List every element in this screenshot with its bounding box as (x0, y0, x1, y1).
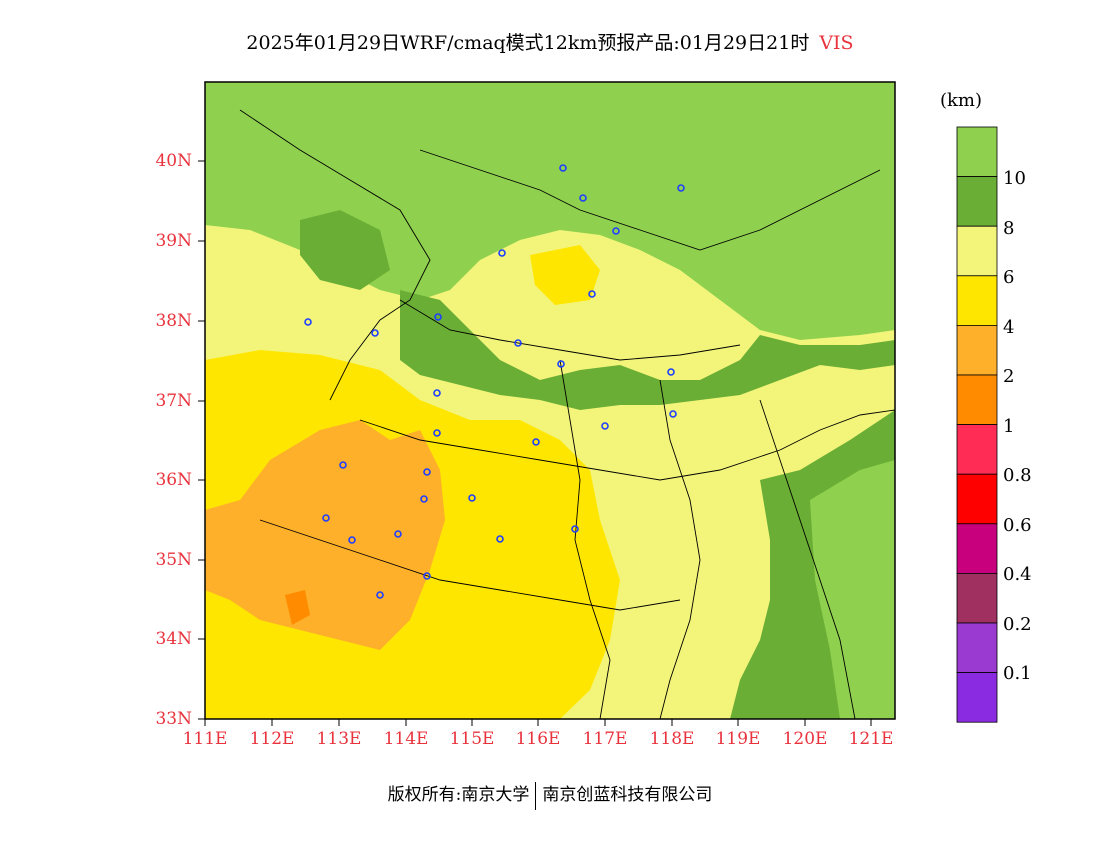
colorbar-unit: (km) (940, 90, 983, 111)
colorbar-label: 2 (1003, 366, 1015, 387)
colorbar-label: 10 (1003, 168, 1026, 189)
vis-2-4-region (205, 420, 445, 650)
colorbar-label: 0.8 (1003, 465, 1032, 486)
city-marker (669, 410, 677, 418)
colorbar-label: 0.6 (1003, 515, 1032, 536)
copyright-left: 版权所有:南京大学 (387, 785, 530, 805)
city-marker (371, 329, 379, 337)
lat-tick-label: 33N (155, 709, 192, 729)
axis-ticks (198, 160, 872, 726)
city-marker (667, 368, 675, 376)
city-marker (601, 422, 609, 430)
city-marker (433, 389, 441, 397)
colorbar-swatch (956, 424, 998, 475)
colorbar-label: 1 (1003, 416, 1015, 437)
vis-8-10-patch-west (300, 210, 390, 290)
lon-tick-label: 121E (848, 729, 894, 749)
lat-tick-label: 35N (155, 550, 192, 570)
lon-tick-label: 118E (649, 729, 695, 749)
colorbar-swatch (956, 126, 998, 177)
city-marker (423, 468, 431, 476)
colorbar-swatch (956, 473, 998, 525)
colorbar-swatch (956, 672, 998, 723)
colorbar-swatch (956, 374, 998, 425)
city-marker (557, 360, 565, 368)
title-variable: VIS (819, 32, 854, 54)
lat-tick-label: 36N (155, 470, 192, 490)
colorbar (956, 126, 998, 723)
lon-tick-label: 117E (582, 729, 628, 749)
city-marker (588, 290, 596, 298)
city-marker (420, 495, 428, 503)
colorbar-swatch (956, 523, 998, 574)
lon-tick-label: 119E (715, 729, 761, 749)
city-marker (559, 164, 567, 172)
map-title: 2025年01月29日WRF/cmaq模式12km预报产品:01月29日21时 V… (0, 28, 1100, 55)
lon-tick-label: 113E (316, 729, 362, 749)
city-marker (514, 339, 522, 347)
vis-4-6-patch-north (530, 245, 600, 305)
city-marker (423, 572, 431, 580)
map-field (205, 82, 895, 719)
colorbar-label: 4 (1003, 317, 1015, 338)
colorbar-label: 0.4 (1003, 564, 1032, 585)
city-marker (579, 194, 587, 202)
lat-tick-label: 38N (155, 311, 192, 331)
lat-tick-label: 37N (155, 391, 192, 411)
city-marker (468, 494, 476, 502)
city-marker (394, 530, 402, 538)
colorbar-label: 0.2 (1003, 614, 1032, 635)
lon-tick-label: 115E (449, 729, 495, 749)
lat-tick-label: 34N (155, 629, 192, 649)
lat-tick-label: 39N (155, 231, 192, 251)
vis-over-10-east (810, 460, 895, 719)
lon-tick-label: 114E (383, 729, 429, 749)
colorbar-swatch (956, 225, 998, 277)
colorbar-label: 8 (1003, 218, 1015, 239)
lon-tick-label: 116E (515, 729, 561, 749)
colorbar-swatch (956, 622, 998, 673)
vis-8-10-band (400, 290, 895, 410)
city-marker (339, 461, 347, 469)
colorbar-swatch (956, 176, 998, 227)
colorbar-swatch (956, 573, 998, 624)
city-marker (433, 429, 441, 437)
lon-tick-label: 111E (182, 729, 228, 749)
city-marker (532, 438, 540, 446)
city-marker (571, 525, 579, 533)
city-marker (612, 227, 620, 235)
colorbar-swatch (956, 324, 998, 376)
city-marker (498, 249, 506, 257)
lon-tick-label: 112E (249, 729, 295, 749)
city-markers (304, 164, 685, 599)
colorbar-label: 0.1 (1003, 663, 1032, 684)
colorbar-label: 6 (1003, 267, 1015, 288)
city-marker (376, 591, 384, 599)
copyright-right: 南京创蓝科技有限公司 (542, 785, 713, 805)
city-marker (434, 313, 442, 321)
vis-1-2-patch (285, 590, 310, 625)
lon-tick-label: 120E (782, 729, 828, 749)
city-marker (304, 318, 312, 326)
copyright-separator (535, 781, 537, 810)
colorbar-swatch (956, 275, 998, 326)
admin-boundaries (239, 109, 895, 719)
city-marker (677, 184, 685, 192)
copyright: 版权所有:南京大学 南京创蓝科技有限公司 (0, 780, 1100, 810)
city-marker (322, 514, 330, 522)
lat-tick-label: 40N (155, 151, 192, 171)
title-main: 2025年01月29日WRF/cmaq模式12km预报产品:01月29日21时 (246, 32, 810, 54)
city-marker (348, 536, 356, 544)
city-marker (496, 535, 504, 543)
